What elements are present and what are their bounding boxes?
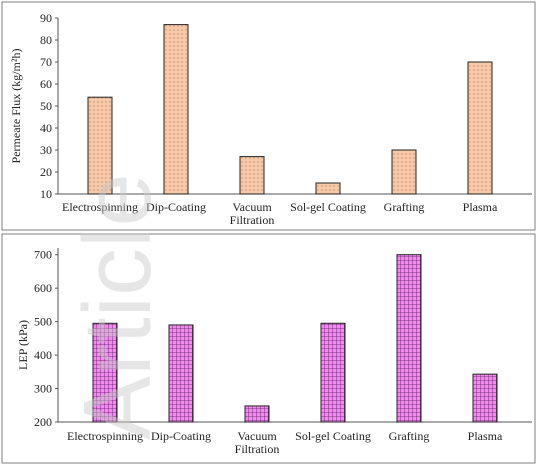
lep-y-tick-label: 400 bbox=[34, 348, 52, 362]
lep-y-tick-label: 700 bbox=[34, 248, 52, 262]
flux-y-tick-label: 40 bbox=[40, 121, 52, 135]
flux-y-axis-title: Permeate Flux (kg/m²h) bbox=[9, 49, 23, 164]
flux-category-label: Dip-Coating bbox=[146, 200, 206, 214]
flux-bar bbox=[163, 24, 189, 195]
flux-y-tick-label: 90 bbox=[40, 11, 52, 25]
lep-y-tick-label: 300 bbox=[34, 382, 52, 396]
flux-y-tick-label: 70 bbox=[40, 55, 52, 69]
flux-bar bbox=[391, 149, 417, 195]
lep-bar bbox=[168, 324, 194, 423]
watermark-text: Article bbox=[64, 173, 171, 440]
flux-bar bbox=[87, 96, 113, 195]
flux-category-label: Grafting bbox=[384, 200, 425, 214]
lep-y-tick-label: 200 bbox=[34, 415, 52, 429]
lep-chart: 200 300 400 500 600 700 LEP (kPa) Electrospinni… bbox=[16, 248, 532, 456]
flux-y-tick-label: 30 bbox=[40, 143, 52, 157]
flux-y-tick-label: 60 bbox=[40, 77, 52, 91]
bottom-panel-frame bbox=[1, 233, 536, 464]
lep-bar bbox=[244, 405, 270, 423]
lep-category-label: Sol-gel Coating bbox=[295, 429, 371, 443]
flux-chart: 10 20 30 40 50 60 70 80 90 Permeate Flux (kg/m²h)… bbox=[9, 11, 532, 227]
flux-y-tick-label: 20 bbox=[40, 165, 52, 179]
flux-y-tick-label: 80 bbox=[40, 33, 52, 47]
lep-y-axis-title: LEP (kPa) bbox=[16, 320, 30, 370]
flux-bar bbox=[239, 156, 265, 195]
lep-bar bbox=[396, 254, 422, 423]
lep-y-tick-label: 600 bbox=[34, 281, 52, 295]
flux-category-label: Sol-gel Coating bbox=[290, 200, 366, 214]
flux-bar bbox=[315, 182, 341, 195]
lep-category-label: Plasma bbox=[468, 429, 503, 443]
flux-category-label: Filtration bbox=[230, 213, 275, 227]
lep-category-label: Dip-Coating bbox=[151, 429, 211, 443]
flux-category-label: Electrospinning bbox=[62, 200, 138, 214]
flux-bar bbox=[467, 61, 493, 195]
lep-category-label: Vacuum bbox=[237, 429, 277, 443]
lep-bar bbox=[92, 322, 118, 423]
lep-y-tick-label: 500 bbox=[34, 315, 52, 329]
lep-bar bbox=[320, 322, 346, 423]
lep-category-label: Electrospinning bbox=[67, 429, 143, 443]
flux-y-tick-label: 10 bbox=[40, 187, 52, 201]
lep-category-label: Grafting bbox=[389, 429, 430, 443]
flux-category-label: Plasma bbox=[463, 200, 498, 214]
lep-category-label: Filtration bbox=[235, 442, 280, 456]
lep-bar bbox=[472, 373, 498, 423]
flux-y-tick-label: 50 bbox=[40, 99, 52, 113]
flux-category-label: Vacuum bbox=[232, 200, 272, 214]
top-panel-frame bbox=[1, 1, 536, 231]
